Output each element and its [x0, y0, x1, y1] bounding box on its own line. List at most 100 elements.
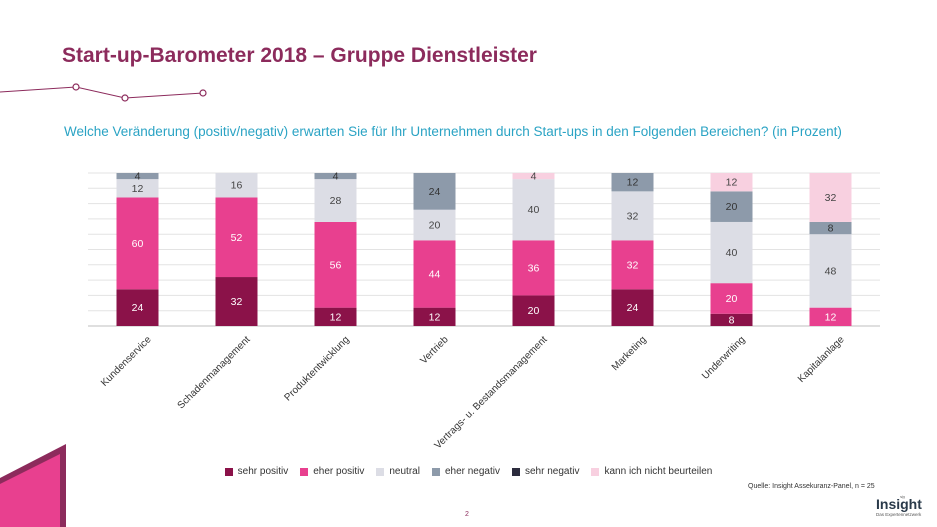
- data-label: 20: [726, 293, 738, 305]
- legend-label: eher negativ: [444, 466, 500, 477]
- data-label: 32: [231, 296, 243, 308]
- decorative-line: [0, 83, 207, 102]
- data-label: 52: [231, 232, 243, 244]
- bar-segment: [809, 173, 852, 222]
- bar-segment: [809, 234, 852, 308]
- bar-segment: [215, 173, 258, 198]
- page-number: 2: [465, 511, 469, 518]
- legend-item: eher positiv: [300, 466, 364, 477]
- bar-segment: [809, 307, 852, 326]
- insight-logo: ₛᵢₓ Insight Das Expertennetzwerk: [876, 494, 932, 517]
- data-label: 24: [627, 302, 639, 314]
- question-text: Welche Veränderung (positiv/negativ) erw…: [64, 124, 842, 139]
- logo-mark: ₛᵢₓ: [900, 494, 906, 500]
- logo-tagline: Das Expertennetzwerk: [876, 512, 922, 517]
- legend-swatch: [376, 467, 385, 476]
- legend-label: neutral: [389, 466, 420, 477]
- bars: [116, 173, 852, 326]
- category-label: Underwriting: [700, 334, 747, 381]
- stacked-bar-chart: 2460124325216125628412442024203640424323…: [88, 171, 880, 451]
- data-label: 12: [132, 183, 144, 195]
- bar-segment: [611, 191, 654, 241]
- bar-segment: [314, 179, 357, 222]
- data-label: 4: [135, 171, 141, 183]
- category-label: Kapitalanlage: [796, 334, 847, 385]
- legend-swatch: [224, 467, 233, 476]
- slide-title: Start-up-Barometer 2018 – Gruppe Dienstl…: [62, 44, 537, 67]
- category-label: Produktentwicklung: [283, 334, 352, 403]
- data-label: 12: [726, 177, 738, 189]
- bar-segment: [413, 307, 456, 326]
- bar-segment: [413, 173, 456, 210]
- data-label: 8: [828, 223, 834, 235]
- data-label: 12: [627, 177, 639, 189]
- data-label: 36: [528, 262, 540, 274]
- data-label: 40: [528, 204, 540, 216]
- data-label: 32: [627, 210, 639, 222]
- legend: sehr positiv eher positiv neutral eher nega…: [0, 466, 937, 477]
- bar-segment: [710, 191, 753, 222]
- bar-segment: [413, 209, 456, 241]
- data-label: 24: [429, 186, 441, 198]
- legend-item: neutral: [376, 466, 420, 477]
- legend-label: kann ich nicht beurteilen: [604, 466, 713, 477]
- bar-segment: [314, 173, 357, 180]
- bar-segment: [512, 295, 555, 326]
- data-label: 40: [726, 247, 738, 259]
- legend-item: kann ich nicht beurteilen: [591, 466, 712, 477]
- bar-segment: [710, 313, 753, 326]
- bar-segment: [116, 173, 159, 180]
- bar-segment: [710, 283, 753, 314]
- bar-segment: [512, 179, 555, 241]
- bar-segment: [512, 240, 555, 296]
- bar-segment: [611, 173, 654, 192]
- bar-segment: [215, 277, 258, 326]
- data-labels: 2460124325216125628412442024203640424323…: [132, 171, 837, 327]
- bar-segment: [413, 240, 456, 308]
- corner-decoration: [0, 444, 66, 527]
- legend-swatch: [591, 467, 600, 476]
- legend-swatch: [300, 467, 309, 476]
- gridlines: [88, 172, 880, 327]
- data-label: 32: [627, 259, 639, 271]
- legend-label: sehr positiv: [237, 466, 289, 477]
- legend-swatch: [431, 467, 440, 476]
- bar-segment: [215, 197, 258, 278]
- category-label: Vertrags- u. Bestandsmanagement: [433, 334, 550, 451]
- bar-segment: [116, 197, 159, 290]
- data-label: 48: [825, 265, 837, 277]
- data-label: 44: [429, 268, 441, 280]
- data-label: 4: [531, 171, 537, 183]
- bar-segment: [512, 173, 555, 180]
- data-label: 24: [132, 302, 144, 314]
- data-label: 28: [330, 195, 342, 207]
- bar-segment: [314, 221, 357, 308]
- legend-item: sehr negativ: [512, 466, 579, 477]
- data-label: 20: [726, 201, 738, 213]
- data-label: 12: [825, 311, 837, 323]
- bar-segment: [809, 221, 852, 235]
- data-label: 12: [330, 311, 342, 323]
- data-label: 20: [528, 305, 540, 317]
- bar-segment: [611, 289, 654, 326]
- category-labels: Kundenservice Schadenmanagement Produktent…: [99, 334, 847, 451]
- data-label: 12: [429, 311, 441, 323]
- data-label: 4: [333, 171, 339, 183]
- legend-item: sehr positiv: [224, 466, 289, 477]
- data-label: 60: [132, 238, 144, 250]
- legend-swatch: [512, 467, 520, 476]
- bar-segment: [314, 307, 357, 326]
- category-label: Vertrieb: [418, 334, 450, 366]
- category-label: Kundenservice: [99, 334, 154, 389]
- bar-segment: [116, 289, 159, 326]
- data-label: 16: [231, 180, 243, 192]
- legend-label: eher positiv: [313, 466, 365, 477]
- data-label: 56: [330, 259, 342, 271]
- legend-item: eher negativ: [431, 466, 500, 477]
- bar-segment: [116, 179, 159, 198]
- source-note: Quelle: Insight Assekuranz-Panel, n = 25: [748, 483, 875, 490]
- data-label: 8: [729, 314, 735, 326]
- category-label: Schadenmanagement: [176, 334, 253, 411]
- data-label: 20: [429, 220, 441, 232]
- bar-segment: [710, 173, 753, 192]
